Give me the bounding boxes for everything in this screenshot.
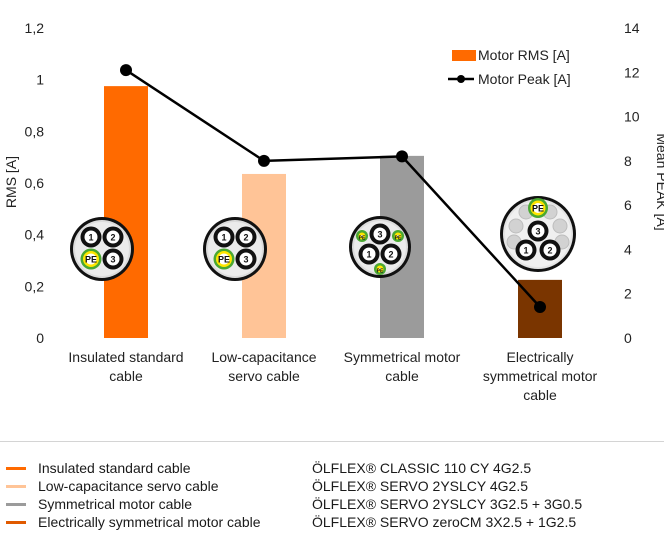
category-label: cable (523, 387, 557, 403)
cable-legend-name: Symmetrical motor cable (38, 496, 193, 512)
y-axis-left-title: RMS [A] (3, 156, 19, 208)
cable-legend-name: Low-capacitance servo cable (38, 478, 219, 494)
core-label: 1 (366, 250, 371, 260)
core-label: 2 (110, 233, 115, 243)
legend-swatch-rms (452, 50, 476, 61)
y-tick-label-left: 0 (36, 330, 44, 346)
pe-core-icon: PE (356, 230, 368, 242)
category-label: Low-capacitance (211, 349, 316, 365)
cable-legend-name: Insulated standard cable (38, 460, 191, 476)
pe-core-icon: PE (80, 248, 102, 270)
core-label: 3 (377, 230, 382, 240)
category-label: symmetrical motor (483, 368, 598, 384)
cable-legend-swatch (6, 467, 26, 470)
core-label: 1 (523, 246, 528, 256)
y-tick-label-right: 6 (624, 197, 632, 213)
cable-legend-product: ÖLFLEX® SERVO 2YSLCY 4G2.5 (312, 478, 529, 494)
pe-core-icon: PE (374, 263, 386, 275)
legend: Motor RMS [A] Motor Peak [A] (448, 47, 571, 87)
divider (0, 441, 664, 442)
pe-core-icon: PE (213, 248, 235, 270)
category-label: Symmetrical motor (344, 349, 461, 365)
y-tick-label-right: 10 (624, 109, 640, 125)
zerocm-cable-icon: PE 31 2 (500, 196, 576, 272)
core-label: 3 (110, 255, 115, 265)
peak-point (534, 301, 546, 313)
core-icon: 1 (80, 226, 102, 248)
category-label: Insulated standard (68, 349, 183, 365)
core-label: 2 (243, 233, 248, 243)
y-tick-label-right: 14 (624, 20, 640, 36)
core-icon: 3 (102, 248, 124, 270)
category-label: Electrically (507, 349, 574, 365)
y-tick-label-left: 0,8 (25, 123, 45, 139)
peak-point (258, 154, 270, 167)
pe-core-icon: PE (392, 230, 404, 242)
cable-legend-swatch (6, 503, 26, 506)
cable-legend-swatch (6, 485, 26, 488)
core-label: PE (85, 255, 97, 265)
cable-legend-row: Insulated standard cable ÖLFLEX® CLASSIC… (0, 459, 664, 477)
legend-marker-peak (457, 75, 465, 83)
category-label: servo cable (228, 368, 300, 384)
y-tick-label-right: 0 (624, 330, 632, 346)
peak-point (396, 150, 408, 163)
symmetrical-cable-icon: 31 2 PE PE PE (349, 216, 411, 278)
y-tick-label-right: 2 (624, 286, 632, 302)
core-label: PE (218, 255, 230, 265)
bar (104, 86, 148, 338)
filler-element (552, 218, 568, 234)
core-icon: 2 (102, 226, 124, 248)
filler-element (508, 218, 524, 234)
cable-legend-swatch (6, 521, 26, 524)
y-tick-label-left: 0,6 (25, 175, 45, 191)
y-axis-right-title: Mean PEAK [A] (654, 133, 664, 230)
cable-legend-row: Electrically symmetrical motor cable ÖLF… (0, 513, 664, 531)
legend-label-peak: Motor Peak [A] (478, 71, 571, 87)
y-tick-label-left: 0,4 (25, 227, 45, 243)
core-label: PE (532, 204, 544, 214)
core-icon: 3 (527, 220, 549, 242)
core-label: 3 (243, 255, 248, 265)
core-label: 1 (88, 233, 93, 243)
y-tick-label-right: 12 (624, 64, 640, 80)
peak-series-line (125, 69, 541, 308)
category-label: cable (385, 368, 419, 384)
core-icon: 3 (235, 248, 257, 270)
category-label: cable (109, 368, 143, 384)
core-label: 2 (388, 250, 393, 260)
cable-legend-row: Symmetrical motor cable ÖLFLEX® SERVO 2Y… (0, 495, 664, 513)
core-icon: 3 (369, 223, 391, 245)
core-icon: 1 (358, 243, 380, 265)
core-icon: 2 (539, 239, 561, 261)
cable-legend-product: ÖLFLEX® CLASSIC 110 CY 4G2.5 (312, 460, 532, 476)
core-label: 2 (547, 246, 552, 256)
pe-core-icon: PE (528, 198, 548, 218)
cable-legend-row: Low-capacitance servo cable ÖLFLEX® SERV… (0, 477, 664, 495)
core-label: 1 (221, 233, 226, 243)
core-icon: 2 (380, 243, 402, 265)
core-label: PE (377, 269, 384, 275)
core-label: PE (395, 236, 402, 242)
y-tick-label-right: 4 (624, 241, 632, 257)
core-icon: 1 (515, 239, 537, 261)
peak-point (120, 64, 132, 77)
cable-legend-product: ÖLFLEX® SERVO 2YSLCY 3G2.5 + 3G0.5 (312, 496, 583, 512)
y-tick-label-left: 1,2 (25, 20, 45, 36)
4-core-cable-icon: 1 2 PE 3 (70, 217, 134, 281)
core-icon: 2 (235, 226, 257, 248)
y-tick-label-left: 1 (36, 72, 44, 88)
y-tick-label-left: 0,2 (25, 278, 45, 294)
y-tick-label-right: 8 (624, 153, 632, 169)
cable-legend-product: ÖLFLEX® SERVO zeroCM 3X2.5 + 1G2.5 (312, 514, 577, 530)
core-label: 3 (535, 227, 540, 237)
core-label: PE (359, 236, 366, 242)
legend-label-rms: Motor RMS [A] (478, 47, 570, 63)
cable-legend-name: Electrically symmetrical motor cable (38, 514, 261, 530)
core-icon: 1 (213, 226, 235, 248)
4-core-cable-icon: 1 2 PE 3 (203, 217, 267, 281)
